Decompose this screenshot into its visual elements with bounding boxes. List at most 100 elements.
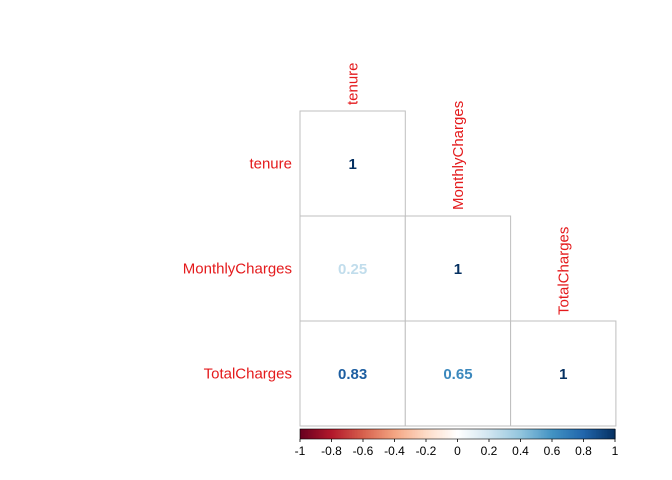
colorbar-segment (314, 429, 317, 439)
colorbar-segment (323, 429, 326, 439)
colorbar-segment (522, 429, 525, 439)
colorbar-segment (555, 429, 558, 439)
colorbar-segment (578, 429, 581, 439)
colorbar-segment (569, 429, 572, 439)
cell-value-totalcharges-totalcharges: 1 (559, 366, 567, 383)
colorbar-tick-label: -0.2 (416, 444, 437, 458)
colorbar-segment (432, 429, 435, 439)
colorbar-segment (363, 429, 366, 439)
colorbar-segment (413, 429, 416, 439)
colorbar-segment (581, 429, 585, 439)
row-label-tenure: tenure (249, 156, 292, 173)
colorbar-segment (391, 429, 394, 439)
colorbar-segment (385, 429, 388, 439)
colorbar-segment (407, 429, 410, 439)
cell-value-totalcharges-tenure: 0.83 (338, 366, 367, 383)
colorbar-segment (463, 429, 466, 439)
row-label-monthlycharges: MonthlyCharges (183, 261, 292, 278)
colorbar-segment (564, 429, 567, 439)
colorbar-segment (539, 429, 542, 439)
colorbar-segment (322, 429, 325, 439)
cell-totalcharges-totalcharges (510, 320, 617, 427)
colorbar-tick-label: -1 (295, 444, 306, 458)
colorbar-tick-label: -0.6 (353, 444, 374, 458)
colorbar-segment (526, 429, 529, 439)
colorbar-segment (470, 429, 473, 439)
row-label-totalcharges: TotalCharges (204, 366, 292, 383)
colorbar-segment (602, 429, 605, 439)
colorbar-segment (426, 429, 429, 439)
colorbar-segment (424, 429, 427, 439)
colorbar-segment (511, 429, 514, 439)
colorbar-segment (361, 429, 364, 439)
colorbar-segment (433, 429, 437, 439)
colorbar-segment (451, 429, 454, 439)
colorbar-segment (520, 429, 523, 439)
colorbar-segment (410, 429, 413, 439)
colorbar-segment (547, 429, 550, 439)
colorbar-segment (611, 429, 615, 439)
colorbar-segment (419, 429, 422, 439)
colorbar-segment (422, 429, 426, 439)
colorbar-tick-label: 0.4 (512, 444, 529, 458)
colorbar-segment (457, 429, 460, 439)
colorbar-segment (449, 429, 452, 439)
colorbar-segment (430, 429, 433, 439)
colorbar-segment (356, 429, 359, 439)
colorbar-segment (566, 429, 569, 439)
colorbar-segment (399, 429, 402, 439)
colorbar-segment (591, 429, 594, 439)
colorbar-segment (345, 429, 348, 439)
colorbar-segment (481, 429, 484, 439)
colorbar-segment (574, 429, 577, 439)
colorbar-segment (605, 429, 608, 439)
colorbar-segment (465, 429, 468, 439)
colorbar-segment (580, 429, 583, 439)
colorbar-segment (514, 429, 517, 439)
colorbar-segment (490, 429, 493, 439)
cells-layer: 1 0.25 1 0.83 0.65 1 (299, 110, 617, 427)
colorbar-segment (344, 429, 347, 439)
colorbar-segment (397, 429, 400, 439)
colorbar-segment (575, 429, 578, 439)
colorbar-segment (400, 429, 403, 439)
colorbar-segment (392, 429, 396, 439)
colorbar-segment (498, 429, 501, 439)
colorbar-segment (476, 429, 479, 439)
cell-tenure-tenure (299, 110, 406, 217)
colorbar-segment (347, 429, 350, 439)
cell-value-tenure-tenure: 1 (348, 156, 356, 173)
colorbar-segment (459, 429, 462, 439)
colorbar-segment (414, 429, 418, 439)
colorbar-segment (306, 429, 309, 439)
colorbar-segment (418, 429, 421, 439)
colorbar-segment (517, 429, 520, 439)
colorbar-segment (326, 429, 329, 439)
colorbar-segment (411, 429, 414, 439)
colorbar-segment (429, 429, 432, 439)
colorbar-segment (613, 429, 616, 439)
colorbar-segment (378, 429, 381, 439)
colorbar-segment (484, 429, 487, 439)
colorbar-segment (495, 429, 498, 439)
cell-monthlycharges-tenure (299, 215, 406, 322)
cell-totalcharges-tenure (299, 320, 406, 427)
colorbar-segment (500, 429, 503, 439)
colorbar-segment (597, 429, 600, 439)
colorbar-segment (421, 429, 424, 439)
colorbar-segment (468, 429, 471, 439)
colorbar: -1 -0.8 -0.6 -0.4 -0.2 0 0.2 0.4 0.6 0.8 1 (295, 428, 619, 458)
colorbar-segment (350, 429, 353, 439)
cell-value-monthlycharges-monthlycharges: 1 (454, 261, 462, 278)
colorbar-segment (561, 429, 564, 439)
colorbar-segment (556, 429, 559, 439)
colorbar-segment (367, 429, 370, 439)
colorbar-segment (408, 429, 411, 439)
labels-layer: tenure tenure MonthlyCharges MonthlyCharges… (183, 62, 572, 382)
colorbar-segment (340, 429, 344, 439)
colorbar-segment (536, 429, 539, 439)
colorbar-segment (370, 429, 374, 439)
colorbar-segment (312, 429, 315, 439)
colorbar-segment (506, 429, 509, 439)
colorbar-segment (466, 429, 470, 439)
